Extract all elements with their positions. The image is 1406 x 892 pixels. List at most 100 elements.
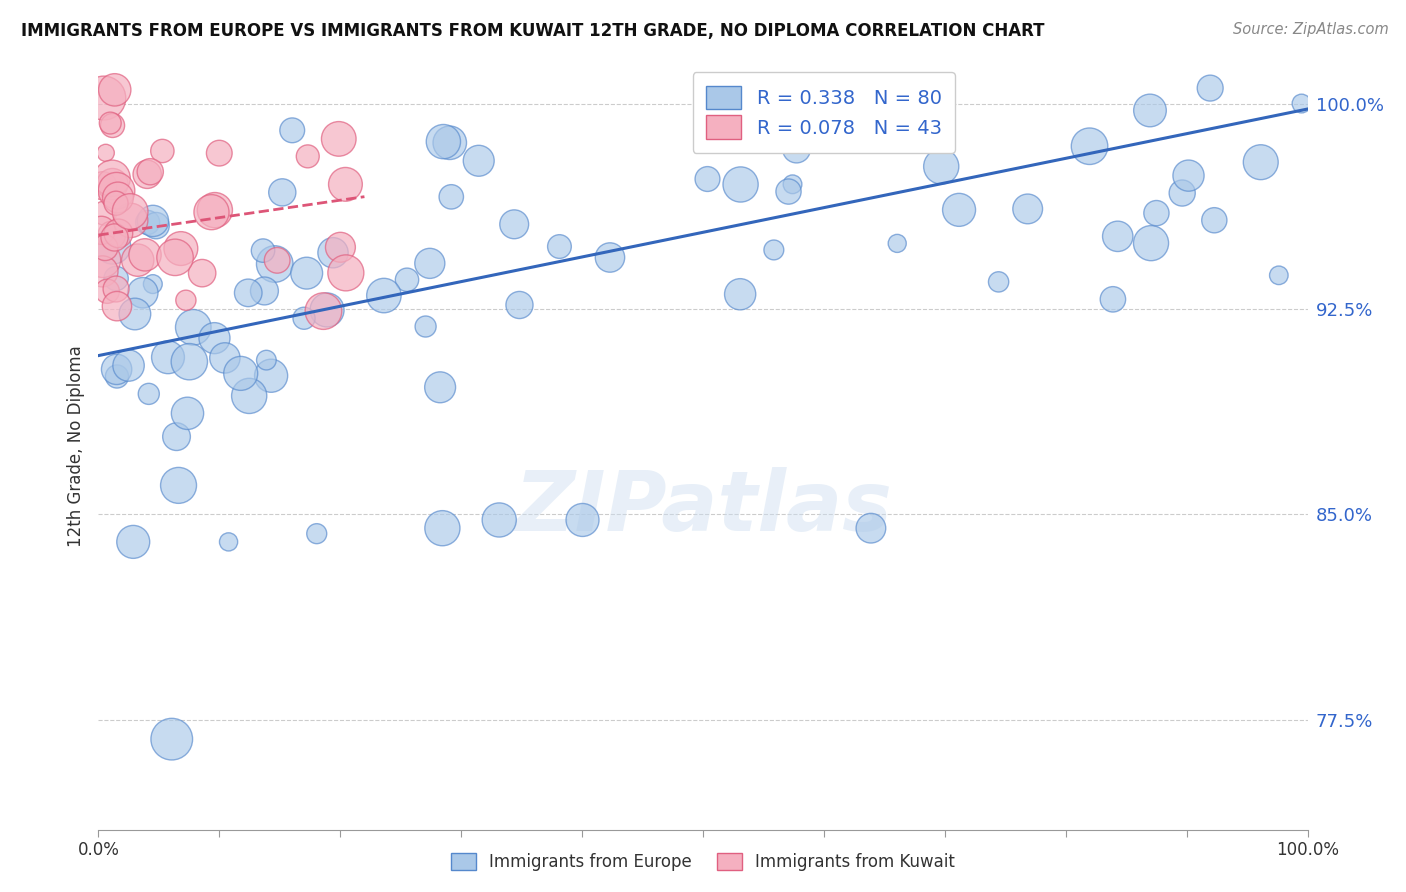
Point <box>432 135 454 149</box>
Legend: Immigrants from Europe, Immigrants from Kuwait: Immigrants from Europe, Immigrants from … <box>443 845 963 880</box>
Point <box>167 478 190 492</box>
Point <box>104 83 127 97</box>
Legend: R = 0.338   N = 80, R = 0.078   N = 43: R = 0.338 N = 80, R = 0.078 N = 43 <box>693 72 955 153</box>
Point <box>1140 236 1163 251</box>
Point <box>94 145 117 160</box>
Point <box>252 244 274 258</box>
Point <box>174 293 197 308</box>
Point <box>134 248 156 262</box>
Point <box>1078 139 1101 153</box>
Point <box>105 362 128 376</box>
Point <box>93 206 115 220</box>
Point <box>107 227 129 241</box>
Point <box>101 239 124 253</box>
Point <box>91 264 114 278</box>
Point <box>120 204 142 219</box>
Point <box>105 282 128 296</box>
Point <box>488 513 510 527</box>
Point <box>191 266 214 280</box>
Point <box>305 526 328 541</box>
Point <box>122 534 145 549</box>
Point <box>170 242 193 256</box>
Point <box>1268 268 1291 283</box>
Point <box>778 185 800 199</box>
Point <box>127 253 149 268</box>
Text: IMMIGRANTS FROM EUROPE VS IMMIGRANTS FROM KUWAIT 12TH GRADE, NO DIPLOMA CORRELAT: IMMIGRANTS FROM EUROPE VS IMMIGRANTS FRO… <box>21 22 1045 40</box>
Point <box>132 285 155 300</box>
Y-axis label: 12th Grade, No Diploma: 12th Grade, No Diploma <box>66 345 84 547</box>
Point <box>138 387 160 401</box>
Point <box>98 116 121 130</box>
Point <box>1017 202 1039 216</box>
Text: Source: ZipAtlas.com: Source: ZipAtlas.com <box>1233 22 1389 37</box>
Point <box>886 236 908 251</box>
Point <box>96 285 118 299</box>
Point <box>1199 81 1222 95</box>
Point <box>439 136 461 150</box>
Point <box>260 368 283 383</box>
Point <box>696 172 718 186</box>
Point <box>150 144 173 158</box>
Point <box>139 164 162 178</box>
Point <box>503 217 526 231</box>
Point <box>91 252 114 267</box>
Point <box>214 351 236 365</box>
Point <box>263 257 285 271</box>
Point <box>1139 103 1161 118</box>
Point <box>1102 293 1125 307</box>
Point <box>419 256 441 270</box>
Point <box>101 177 124 191</box>
Point <box>105 299 128 313</box>
Point <box>395 273 418 287</box>
Point <box>200 205 222 219</box>
Point <box>163 251 186 265</box>
Point <box>730 178 752 192</box>
Point <box>204 203 226 218</box>
Point <box>100 227 122 242</box>
Point <box>728 287 751 301</box>
Point <box>156 351 179 365</box>
Point <box>1107 229 1129 244</box>
Point <box>105 196 128 211</box>
Point <box>105 184 128 198</box>
Point <box>91 178 114 193</box>
Point <box>90 223 112 237</box>
Point <box>94 241 117 255</box>
Point <box>1204 213 1226 227</box>
Point <box>312 304 335 318</box>
Point <box>117 359 139 373</box>
Point <box>599 251 621 265</box>
Point <box>238 285 260 300</box>
Point <box>859 521 882 535</box>
Point <box>238 389 260 403</box>
Point <box>1177 169 1199 183</box>
Point <box>179 354 201 368</box>
Point <box>440 190 463 204</box>
Point <box>786 142 808 156</box>
Point <box>429 380 451 394</box>
Point <box>145 219 167 233</box>
Point <box>101 171 124 186</box>
Point <box>105 271 128 285</box>
Point <box>166 430 188 444</box>
Point <box>571 513 593 527</box>
Point <box>281 123 304 137</box>
Text: ZIPatlas: ZIPatlas <box>515 467 891 548</box>
Point <box>295 266 318 280</box>
Point <box>107 190 129 204</box>
Point <box>271 186 294 200</box>
Point <box>987 275 1010 289</box>
Point <box>204 331 226 345</box>
Point <box>120 213 142 227</box>
Point <box>142 277 165 291</box>
Point <box>329 240 352 254</box>
Point <box>762 243 785 257</box>
Point <box>467 153 489 168</box>
Point <box>1146 206 1168 220</box>
Point <box>297 149 319 163</box>
Point <box>929 160 952 174</box>
Point <box>1250 155 1272 169</box>
Point <box>266 253 288 268</box>
Point <box>373 288 395 302</box>
Point <box>253 284 276 298</box>
